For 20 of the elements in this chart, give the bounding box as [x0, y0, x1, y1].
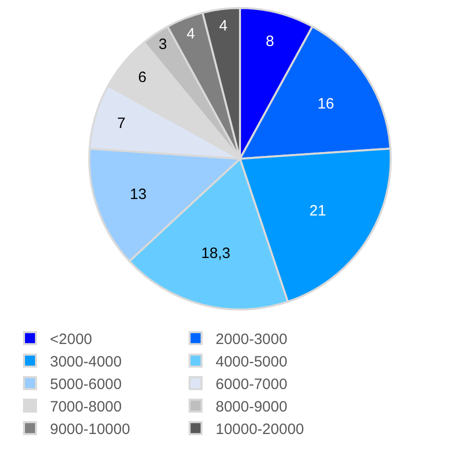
legend-label: <2000 [50, 330, 92, 348]
data-label: 6 [138, 69, 147, 86]
data-label: 21 [309, 202, 326, 220]
legend-label: 9000-10000 [50, 420, 130, 438]
legend-label: 3000-4000 [50, 353, 122, 370]
legend-label: 10000-20000 [216, 420, 304, 438]
data-label: 3 [158, 36, 167, 54]
data-label: 13 [130, 186, 147, 204]
legend-label: 6000-7000 [216, 376, 288, 393]
legend-label: 5000-6000 [50, 376, 122, 393]
legend-label: 8000-9000 [216, 398, 288, 416]
data-label: 18,3 [201, 244, 230, 262]
data-label: 8 [266, 33, 274, 50]
data-label: 4 [219, 17, 228, 34]
data-label: 4 [186, 26, 195, 43]
legend-label: 2000-3000 [216, 330, 288, 348]
data-label: 16 [317, 95, 334, 112]
data-label: 7 [117, 115, 126, 132]
legend-label: 7000-8000 [50, 398, 122, 416]
legend-label: 4000-5000 [216, 353, 288, 370]
